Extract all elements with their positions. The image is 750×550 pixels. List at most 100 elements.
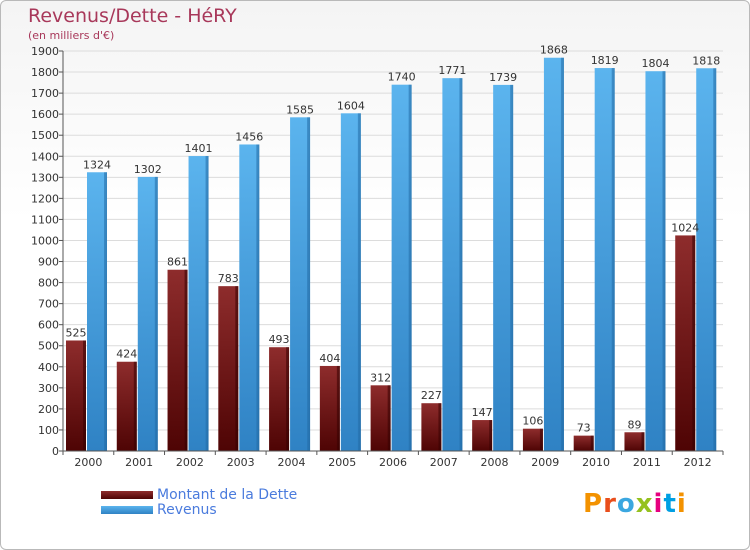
value-label-debt-2004: 493 bbox=[269, 333, 290, 346]
bar-revenus-2009 bbox=[543, 57, 564, 451]
legend-swatch-debt bbox=[101, 490, 153, 499]
value-label-revenus-2009: 1868 bbox=[540, 44, 568, 57]
bar-shade-debt-2011 bbox=[641, 432, 645, 451]
bar-revenus-2002 bbox=[188, 156, 209, 452]
x-tick-label-2007: 2007 bbox=[430, 456, 458, 469]
x-tick-label-2002: 2002 bbox=[176, 456, 204, 469]
bar-debt-2005 bbox=[319, 365, 340, 451]
logo-letter: x bbox=[635, 489, 654, 519]
y-tick-label: 1300 bbox=[31, 171, 59, 184]
bar-shade-debt-2002 bbox=[184, 269, 188, 451]
x-tick-label-2005: 2005 bbox=[328, 456, 356, 469]
logo-letter: o bbox=[616, 489, 636, 519]
value-label-debt-2001: 424 bbox=[116, 348, 137, 361]
y-tick-label: 1200 bbox=[31, 192, 59, 205]
bar-shade-debt-2001 bbox=[133, 361, 137, 451]
x-tick-label-2008: 2008 bbox=[481, 456, 509, 469]
y-tick-label: 1700 bbox=[31, 87, 59, 100]
logo-letter: t bbox=[663, 489, 677, 519]
y-tick-label: 1000 bbox=[31, 234, 59, 247]
value-label-revenus-2011: 1804 bbox=[641, 57, 669, 70]
legend-swatch-revenus bbox=[101, 505, 153, 514]
value-label-revenus-2003: 1456 bbox=[235, 130, 263, 143]
value-label-revenus-2012: 1818 bbox=[692, 54, 720, 67]
x-tick-label-2006: 2006 bbox=[379, 456, 407, 469]
bar-shade-revenus-2004 bbox=[307, 117, 311, 451]
bar-shade-revenus-2012 bbox=[713, 68, 717, 452]
x-tick-label-2010: 2010 bbox=[582, 456, 610, 469]
x-tick-label-2001: 2001 bbox=[125, 456, 153, 469]
x-tick-label-2000: 2000 bbox=[74, 456, 102, 469]
logo-letter: i bbox=[676, 489, 687, 519]
bar-revenus-2006 bbox=[391, 84, 412, 452]
bar-revenus-2000 bbox=[87, 172, 107, 451]
y-tick-label: 1500 bbox=[31, 129, 59, 142]
value-label-revenus-2008: 1739 bbox=[489, 71, 517, 84]
value-label-debt-2006: 312 bbox=[370, 371, 391, 384]
bars bbox=[66, 57, 717, 452]
bar-shade-debt-2007 bbox=[438, 403, 442, 451]
value-label-debt-2008: 147 bbox=[472, 406, 493, 419]
legend-label-revenus: Revenus bbox=[157, 501, 217, 518]
value-label-revenus-2007: 1771 bbox=[438, 64, 466, 77]
y-tick-label: 1400 bbox=[31, 150, 59, 163]
bar-shade-revenus-2009 bbox=[560, 57, 564, 451]
bar-revenus-2005 bbox=[340, 113, 361, 451]
x-tick-label-2012: 2012 bbox=[684, 456, 712, 469]
logo-letter: P bbox=[583, 489, 604, 519]
bar-shade-debt-2004 bbox=[286, 347, 290, 451]
bar-debt-2012 bbox=[675, 235, 696, 451]
bar-debt-2011 bbox=[624, 432, 645, 451]
y-tick-label: 700 bbox=[38, 298, 59, 311]
value-label-debt-2000: 525 bbox=[66, 326, 87, 339]
chart-subtitle: (en milliers d'€) bbox=[28, 29, 115, 42]
bar-debt-2003 bbox=[218, 286, 239, 451]
bar-shade-revenus-2007 bbox=[459, 78, 463, 451]
legend-item-debt: Montant de la Dette bbox=[101, 486, 298, 503]
bar-revenus-2011 bbox=[645, 71, 666, 452]
bar-debt-2010 bbox=[573, 435, 594, 451]
value-label-debt-2009: 106 bbox=[522, 415, 543, 428]
y-tick-label: 1100 bbox=[31, 213, 59, 226]
bar-debt-2000 bbox=[66, 340, 86, 451]
bar-shade-debt-2009 bbox=[539, 428, 543, 451]
value-label-revenus-2006: 1740 bbox=[388, 71, 416, 84]
bar-shade-revenus-2003 bbox=[256, 144, 260, 451]
bar-debt-2006 bbox=[370, 385, 391, 451]
y-tick-label: 900 bbox=[38, 256, 59, 269]
bar-debt-2002 bbox=[167, 269, 188, 451]
bar-shade-revenus-2005 bbox=[357, 113, 361, 451]
value-label-debt-2002: 861 bbox=[167, 256, 188, 269]
legend-label-debt: Montant de la Dette bbox=[157, 486, 298, 503]
value-label-revenus-2001: 1302 bbox=[134, 163, 162, 176]
x-tick-label-2009: 2009 bbox=[531, 456, 559, 469]
y-tick-label: 1900 bbox=[31, 45, 59, 58]
value-label-debt-2010: 73 bbox=[577, 422, 591, 435]
value-label-debt-2005: 404 bbox=[319, 352, 340, 365]
value-label-revenus-2000: 1324 bbox=[83, 158, 111, 171]
x-tick-label-2004: 2004 bbox=[277, 456, 305, 469]
bar-revenus-2008 bbox=[493, 84, 514, 451]
y-tick-label: 100 bbox=[38, 424, 59, 437]
value-label-revenus-2002: 1401 bbox=[185, 142, 213, 155]
y-tick-label: 1600 bbox=[31, 108, 59, 121]
legend-item-revenus: Revenus bbox=[101, 501, 297, 518]
value-label-debt-2012: 1024 bbox=[671, 221, 699, 234]
y-tick-label: 200 bbox=[38, 403, 59, 416]
value-label-debt-2011: 89 bbox=[627, 418, 641, 431]
y-tick-label: 300 bbox=[38, 382, 59, 395]
bar-shade-debt-2005 bbox=[336, 365, 340, 451]
bar-debt-2008 bbox=[472, 420, 493, 451]
bar-revenus-2004 bbox=[290, 117, 311, 451]
x-tick-label-2003: 2003 bbox=[227, 456, 255, 469]
bar-shade-revenus-2011 bbox=[662, 71, 666, 452]
bar-debt-2009 bbox=[522, 428, 543, 451]
bar-debt-2004 bbox=[269, 347, 290, 451]
bar-revenus-2007 bbox=[442, 78, 463, 451]
value-label-debt-2007: 227 bbox=[421, 389, 442, 402]
bar-shade-revenus-2006 bbox=[408, 84, 412, 452]
bar-debt-2007 bbox=[421, 403, 442, 451]
value-label-revenus-2010: 1819 bbox=[591, 54, 619, 67]
y-tick-label: 400 bbox=[38, 361, 59, 374]
